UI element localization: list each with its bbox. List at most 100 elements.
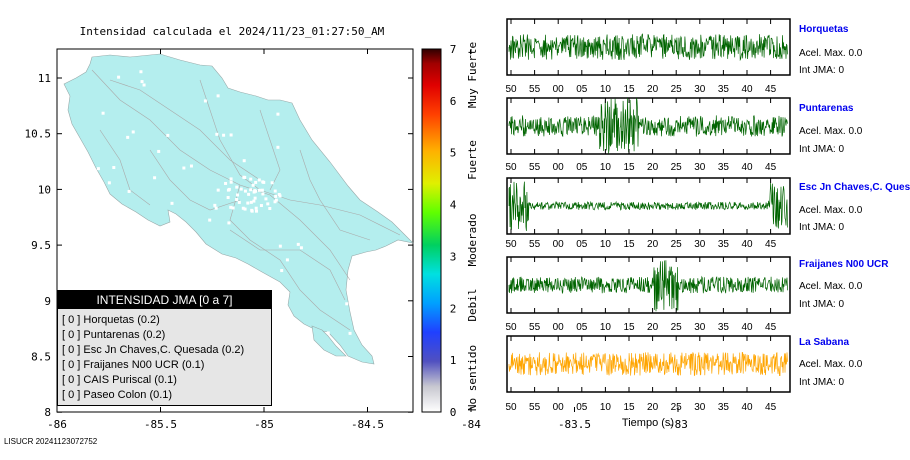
time-tick-label: 25: [671, 162, 683, 173]
town-marker: [249, 200, 253, 204]
town-marker: [101, 111, 105, 115]
waveform-panel[interactable]: 50 55 00 05 10 15 20 25 30 35 40 45: [505, 18, 791, 95]
colorbar-category-label: Fuerte: [466, 140, 479, 180]
town-marker: [244, 76, 248, 80]
station-acel: Acel. Max. 0.0: [799, 126, 863, 137]
town-marker: [336, 141, 340, 145]
town-marker: [224, 181, 228, 185]
station-acel: Acel. Max. 0.0: [799, 359, 863, 370]
town-marker: [222, 133, 226, 137]
waveform-panel[interactable]: 50 55 00 05 10 15 20 25 30 35 40 45: [505, 256, 791, 333]
town-marker: [249, 188, 253, 192]
time-tick-label: 00: [553, 322, 565, 333]
time-tick-label: 30: [694, 84, 706, 95]
station-name-puntarenas[interactable]: Puntarenas: [799, 103, 854, 114]
town-marker: [273, 189, 277, 193]
lat-tick-label: 8.5: [31, 351, 51, 364]
time-tick-label: 05: [576, 322, 588, 333]
town-marker: [215, 132, 219, 136]
time-tick-label: 15: [623, 84, 635, 95]
time-tick-label: 15: [623, 402, 635, 413]
town-marker: [226, 196, 230, 200]
town-marker: [276, 145, 280, 149]
time-tick-label: 30: [694, 322, 706, 333]
time-tick-label: 45: [765, 84, 777, 95]
town-marker: [299, 246, 303, 250]
time-tick-label: 35: [718, 402, 730, 413]
town-marker: [352, 157, 356, 161]
colorbar-tick-label: 2: [450, 302, 457, 315]
time-tick-label: 25: [671, 322, 683, 333]
map-axes: -86 -85.5 -85 -84.5 -84 -83.5 -831110.5109.598…: [25, 49, 688, 431]
colorbar-tick-label: 7: [450, 43, 457, 56]
time-tick-label: 25: [671, 84, 683, 95]
waveform-trace: [508, 260, 788, 312]
waveform-panel[interactable]: 50 55 00 05 10 15 20 25 30 35 40 45: [505, 335, 791, 413]
time-tick-label: 50: [505, 322, 517, 333]
waveform-panel[interactable]: 50 55 00 05 10 15 20 25 30 35 40 45: [505, 97, 791, 173]
intensity-colorbar: 7 6 5 4 3 2 1 0 Muy Fuerte Fuerte Moderado Debil No …: [421, 42, 479, 419]
town-marker: [266, 202, 270, 206]
town-marker: [157, 149, 161, 153]
station-name-fraijanes[interactable]: Fraijanes N00 UCR: [799, 259, 889, 270]
town-marker: [254, 206, 258, 210]
town-marker: [262, 180, 266, 184]
station-name-horquetas[interactable]: Horquetas: [799, 24, 849, 35]
town-marker: [239, 187, 243, 191]
time-tick-label: 25: [671, 239, 683, 250]
station-name-esc-jn-chaves[interactable]: Esc Jn Chaves,C. Ques: [799, 182, 910, 193]
legend-item: [ 0 ] Esc Jn Chaves,C. Quesada (0.2): [62, 344, 245, 356]
town-marker: [243, 175, 247, 179]
time-tick-label: 50: [505, 84, 517, 95]
lon-tick-label: -86: [47, 418, 67, 431]
legend-item: [ 0 ] Fraijanes N00 UCR (0.1): [62, 359, 205, 371]
town-marker: [182, 166, 186, 170]
lon-tick-label: -84.5: [351, 418, 384, 431]
map-title: Intensidad calculada el 2024/11/23_01:27…: [80, 25, 385, 38]
town-marker: [278, 244, 282, 248]
town-marker: [235, 185, 239, 189]
time-tick-label: 20: [647, 322, 659, 333]
time-tick-label: 15: [623, 162, 635, 173]
lon-tick-label: -85: [254, 418, 274, 431]
town-marker: [243, 207, 247, 211]
town-marker: [170, 201, 174, 205]
town-marker: [208, 218, 212, 222]
colorbar-tick-label: 5: [450, 147, 457, 160]
time-tick-label: 30: [694, 162, 706, 173]
town-marker: [348, 331, 352, 335]
station-acel: Acel. Max. 0.0: [799, 205, 863, 216]
time-tick-label: 50: [505, 162, 517, 173]
town-marker: [213, 203, 217, 207]
time-tick-label: 10: [600, 239, 612, 250]
waveform-panel[interactable]: 50 55 00 05 10 15 20 25 30 35 40 45: [505, 177, 791, 250]
colorbar-tick-label: 3: [450, 250, 457, 263]
colorbar-tick-label: 1: [450, 354, 457, 367]
town-marker: [131, 130, 135, 134]
colorbar-category-label: No sentido: [466, 345, 479, 411]
station-int: Int JMA: 0: [799, 299, 845, 310]
town-marker: [326, 331, 330, 335]
time-tick-label: 05: [576, 402, 588, 413]
station-name-la-sabana[interactable]: La Sabana: [799, 337, 850, 348]
time-tick-label: 00: [553, 402, 565, 413]
town-marker: [251, 183, 255, 187]
legend-item: [ 0 ] Paseo Colon (0.1): [62, 389, 173, 401]
town-marker: [322, 109, 326, 113]
waveform-trace: [508, 33, 788, 62]
time-tick-label: 45: [765, 402, 777, 413]
town-marker: [127, 189, 131, 193]
station-acel: Acel. Max. 0.0: [799, 48, 863, 59]
time-tick-label: 25: [671, 402, 683, 413]
time-tick-label: 45: [765, 322, 777, 333]
town-marker: [171, 280, 175, 284]
time-tick-label: 00: [553, 84, 565, 95]
town-marker: [257, 188, 261, 192]
footer-id: LISUCR 20241123072752: [4, 437, 98, 446]
lat-tick-label: 8: [44, 406, 51, 419]
town-marker: [252, 190, 256, 194]
time-tick-label: 05: [576, 239, 588, 250]
time-tick-label: 35: [718, 162, 730, 173]
costa-rica-land: [63, 53, 414, 365]
